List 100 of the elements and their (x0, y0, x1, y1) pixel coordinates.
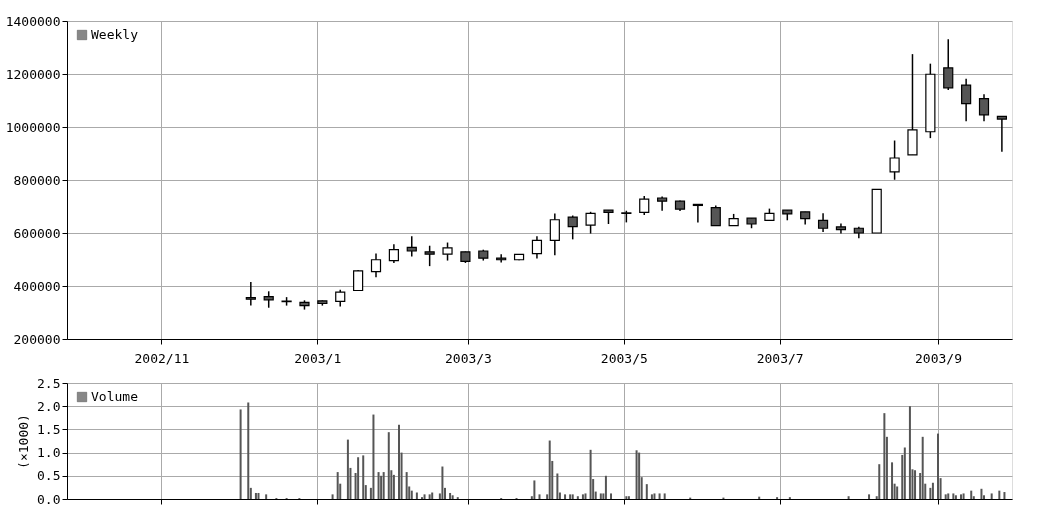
bar (599, 493, 602, 499)
candlestick (889, 139, 900, 181)
x-tick-label: 2003/5 (600, 350, 648, 366)
bar (239, 409, 242, 499)
bar (610, 493, 613, 499)
bar (878, 464, 881, 499)
bar (257, 492, 260, 499)
bar (441, 466, 444, 499)
bar (658, 493, 661, 499)
candlestick (835, 222, 847, 235)
bar (931, 482, 934, 499)
candlestick (692, 203, 703, 224)
candlestick (961, 78, 972, 122)
y-tick-label: 0.0 (37, 491, 61, 507)
bar (929, 487, 932, 499)
bar (921, 436, 924, 499)
bar (891, 462, 894, 499)
candlestick (978, 93, 990, 122)
bar (380, 475, 383, 499)
y-tick-label: 600000 (13, 225, 61, 241)
bar (581, 494, 584, 499)
bar (645, 484, 648, 499)
bar (538, 494, 541, 499)
bar (903, 447, 906, 499)
y-tick-label: 1.5 (37, 421, 61, 437)
candlestick (370, 252, 382, 279)
bar (980, 488, 983, 499)
bar (397, 424, 400, 499)
bar (576, 496, 579, 499)
bar (663, 493, 666, 499)
bar (589, 449, 592, 499)
candlestick (943, 38, 954, 91)
bar (265, 494, 268, 499)
candlestick (996, 115, 1007, 153)
candlestick (710, 204, 721, 227)
bar (914, 470, 917, 499)
bar (635, 450, 638, 499)
bar (650, 494, 653, 499)
candlestick (424, 244, 435, 267)
y-tick-label: 2.5 (37, 375, 61, 391)
candlestick (549, 212, 560, 257)
bar (431, 492, 434, 499)
bar (896, 486, 899, 499)
bar (449, 492, 452, 499)
bar (998, 490, 1001, 499)
bar (847, 496, 850, 499)
bar (944, 494, 947, 499)
bar (947, 493, 950, 499)
candlestick (585, 211, 596, 235)
bar (584, 493, 587, 499)
bar (883, 413, 886, 499)
bar (638, 452, 641, 499)
bar (908, 406, 911, 499)
x-tick-label: 2003/1 (294, 350, 342, 366)
bar (346, 439, 349, 499)
y-tick-label: 1.0 (37, 445, 61, 461)
bar (556, 473, 559, 499)
x-tick-label: 2003/9 (915, 350, 963, 366)
candlestick (388, 243, 399, 264)
x-tick-label: 2002/11 (134, 350, 190, 366)
bar (336, 472, 339, 499)
legend-label: Volume (91, 389, 139, 404)
bar (357, 457, 360, 499)
bar (331, 494, 334, 499)
bar (372, 414, 375, 499)
legend-label: Weekly (91, 27, 139, 42)
bar (970, 490, 973, 499)
bar (247, 402, 250, 499)
candlestick (817, 212, 829, 233)
bar (405, 472, 408, 499)
bar (428, 494, 431, 499)
bar (533, 480, 536, 499)
candlestick (353, 269, 364, 292)
bar (382, 472, 385, 499)
candlestick (245, 281, 256, 307)
candlestick (406, 235, 417, 258)
y-tick-label: 400000 (13, 278, 61, 294)
bar (548, 440, 551, 499)
bar (410, 490, 413, 499)
bar (1003, 492, 1006, 499)
y-tick-label: 1400000 (5, 13, 61, 29)
bar (254, 492, 257, 499)
candlestick (442, 241, 453, 262)
y-axis-title: (×1000) (16, 414, 32, 469)
candlestick (531, 235, 543, 260)
y-tick-label: 1000000 (5, 119, 61, 135)
y-tick-label: 1200000 (5, 66, 61, 82)
bar (387, 432, 390, 499)
bar (990, 493, 993, 499)
bar (937, 433, 940, 499)
bar (604, 475, 607, 499)
bar (564, 494, 567, 499)
y-tick-label: 200000 (13, 331, 61, 347)
x-tick-label: 2003/7 (756, 350, 804, 366)
y-tick-label: 0.5 (37, 468, 61, 484)
candlestick (657, 195, 668, 212)
bar (451, 495, 454, 499)
bar (392, 474, 395, 499)
y-tick-label: 2.0 (37, 398, 61, 414)
bar (868, 494, 871, 499)
